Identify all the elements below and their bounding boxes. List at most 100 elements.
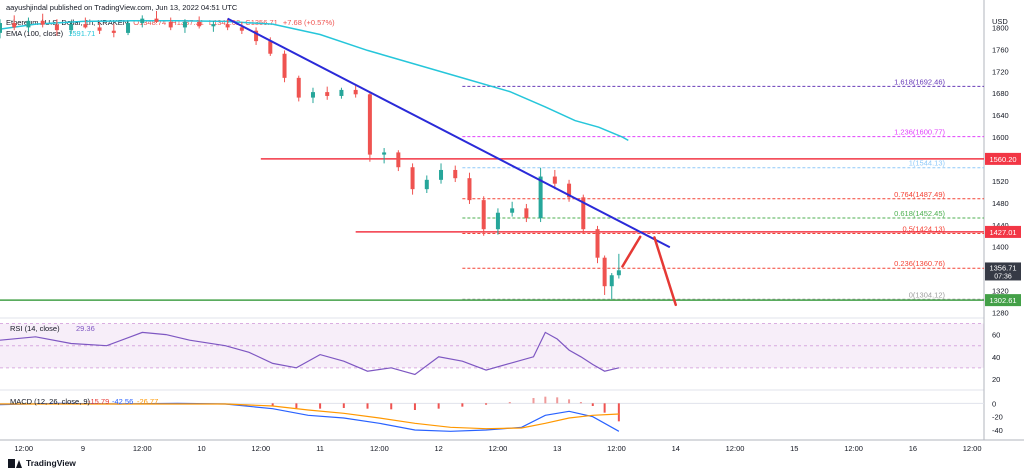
macd-histogram-bar[interactable] bbox=[568, 399, 570, 403]
macd-histogram-bar[interactable] bbox=[544, 397, 546, 404]
ema-line[interactable] bbox=[0, 21, 628, 141]
candle-body[interactable] bbox=[339, 90, 343, 96]
candle-body[interactable] bbox=[596, 229, 600, 258]
candle-body[interactable] bbox=[610, 275, 614, 286]
macd-histogram-bar[interactable] bbox=[367, 403, 369, 408]
price-tick-label: 1680 bbox=[992, 89, 1009, 98]
candle-body[interactable] bbox=[83, 24, 87, 27]
tradingview-logo-icon bbox=[8, 459, 22, 468]
candle-body[interactable] bbox=[311, 92, 315, 97]
macd-histogram-bar[interactable] bbox=[604, 403, 606, 412]
candle-body[interactable] bbox=[211, 24, 215, 26]
candle-body[interactable] bbox=[183, 22, 187, 27]
time-tick-label: 12:00 bbox=[726, 444, 745, 453]
price-tick-label: 1400 bbox=[992, 243, 1009, 252]
candle-body[interactable] bbox=[425, 180, 429, 189]
price-tick-label: 1600 bbox=[992, 133, 1009, 142]
candle-body[interactable] bbox=[41, 21, 45, 25]
candle-body[interactable] bbox=[496, 213, 500, 229]
candle-body[interactable] bbox=[382, 152, 386, 154]
macd-legend-signal: -26.77 bbox=[137, 397, 158, 406]
forecast-arrow[interactable] bbox=[654, 237, 675, 304]
price-tick-label: 1720 bbox=[992, 67, 1009, 76]
macd-histogram-bar[interactable] bbox=[295, 403, 297, 408]
time-tick-label: 12:00 bbox=[133, 444, 152, 453]
time-tick-label: 10 bbox=[197, 444, 205, 453]
macd-histogram-bar[interactable] bbox=[461, 403, 463, 406]
candle-body[interactable] bbox=[368, 94, 372, 154]
candle-body[interactable] bbox=[553, 177, 557, 184]
time-tick-label: 11 bbox=[316, 444, 324, 453]
candle-body[interactable] bbox=[539, 177, 543, 219]
rsi-tick-label: 40 bbox=[992, 353, 1000, 362]
candle-body[interactable] bbox=[354, 90, 358, 94]
rsi-tick-label: 60 bbox=[992, 331, 1000, 340]
macd-histogram-bar[interactable] bbox=[618, 403, 620, 421]
candle-body[interactable] bbox=[69, 24, 73, 30]
price-tick-label: 1760 bbox=[992, 45, 1009, 54]
time-tick-label: 12:00 bbox=[251, 444, 270, 453]
candle-body[interactable] bbox=[126, 23, 130, 33]
macd-histogram-bar[interactable] bbox=[532, 398, 534, 403]
forecast-arrow[interactable] bbox=[622, 237, 640, 267]
macd-legend-macd: -42.56 bbox=[112, 397, 133, 406]
candle-body[interactable] bbox=[411, 167, 415, 189]
macd-histogram-bar[interactable] bbox=[390, 403, 392, 409]
macd-histogram-bar[interactable] bbox=[556, 397, 558, 403]
candle-body[interactable] bbox=[467, 178, 471, 200]
candle-body[interactable] bbox=[603, 258, 607, 287]
candle-body[interactable] bbox=[169, 22, 173, 27]
candle-body[interactable] bbox=[268, 41, 272, 54]
price-tick-label: 1640 bbox=[992, 111, 1009, 120]
fib-level-label: 1.618(1692.46) bbox=[894, 77, 945, 86]
candle-countdown: 07:36 bbox=[994, 273, 1012, 280]
candle-body[interactable] bbox=[283, 54, 287, 78]
macd-histogram-bar[interactable] bbox=[592, 403, 594, 406]
currency-label: USD bbox=[992, 17, 1008, 26]
macd-histogram-bar[interactable] bbox=[343, 403, 345, 408]
macd-histogram-bar[interactable] bbox=[509, 402, 511, 403]
candle-body[interactable] bbox=[0, 23, 2, 33]
level-price-label: 1302.61 bbox=[989, 296, 1016, 305]
macd-histogram-bar[interactable] bbox=[319, 403, 321, 408]
candle-body[interactable] bbox=[98, 27, 102, 30]
trend-line[interactable] bbox=[228, 19, 670, 248]
candle-body[interactable] bbox=[510, 208, 514, 212]
macd-histogram-bar[interactable] bbox=[438, 403, 440, 408]
candle-body[interactable] bbox=[325, 92, 329, 96]
macd-histogram-bar[interactable] bbox=[414, 403, 416, 410]
candle-body[interactable] bbox=[453, 170, 457, 178]
candle-body[interactable] bbox=[154, 19, 158, 22]
macd-tick-label: -20 bbox=[992, 413, 1003, 422]
candle-body[interactable] bbox=[226, 24, 230, 27]
level-price-label: 1560.20 bbox=[989, 155, 1016, 164]
macd-histogram-bar[interactable] bbox=[580, 402, 582, 403]
rsi-legend-label[interactable]: RSI (14, close) bbox=[10, 324, 60, 333]
fib-level-label: 0.764(1487.49) bbox=[894, 190, 945, 199]
candle-body[interactable] bbox=[26, 21, 30, 28]
candle-body[interactable] bbox=[297, 78, 301, 98]
candle-body[interactable] bbox=[112, 31, 116, 33]
candle-body[interactable] bbox=[396, 152, 400, 167]
time-tick-label: 12:00 bbox=[489, 444, 508, 453]
candle-body[interactable] bbox=[482, 200, 486, 229]
candle-body[interactable] bbox=[240, 27, 244, 30]
time-tick-label: 12:00 bbox=[844, 444, 863, 453]
candle-body[interactable] bbox=[140, 19, 144, 23]
candle-body[interactable] bbox=[12, 23, 16, 27]
macd-histogram-bar[interactable] bbox=[485, 403, 487, 404]
candle-body[interactable] bbox=[55, 25, 59, 30]
candle-body[interactable] bbox=[617, 270, 621, 275]
macd-tick-label: 0 bbox=[992, 399, 996, 408]
time-tick-label: 12:00 bbox=[607, 444, 626, 453]
macd-legend-label[interactable]: MACD (12, 26, close, 9) bbox=[10, 397, 91, 406]
last-price-value: 1356.71 bbox=[989, 263, 1016, 272]
candle-body[interactable] bbox=[524, 208, 528, 218]
time-tick-label: 15 bbox=[790, 444, 798, 453]
candle-body[interactable] bbox=[439, 170, 443, 180]
macd-tick-label: -40 bbox=[992, 426, 1003, 435]
candle-body[interactable] bbox=[197, 22, 201, 26]
time-tick-label: 13 bbox=[553, 444, 561, 453]
time-tick-label: 9 bbox=[81, 444, 85, 453]
